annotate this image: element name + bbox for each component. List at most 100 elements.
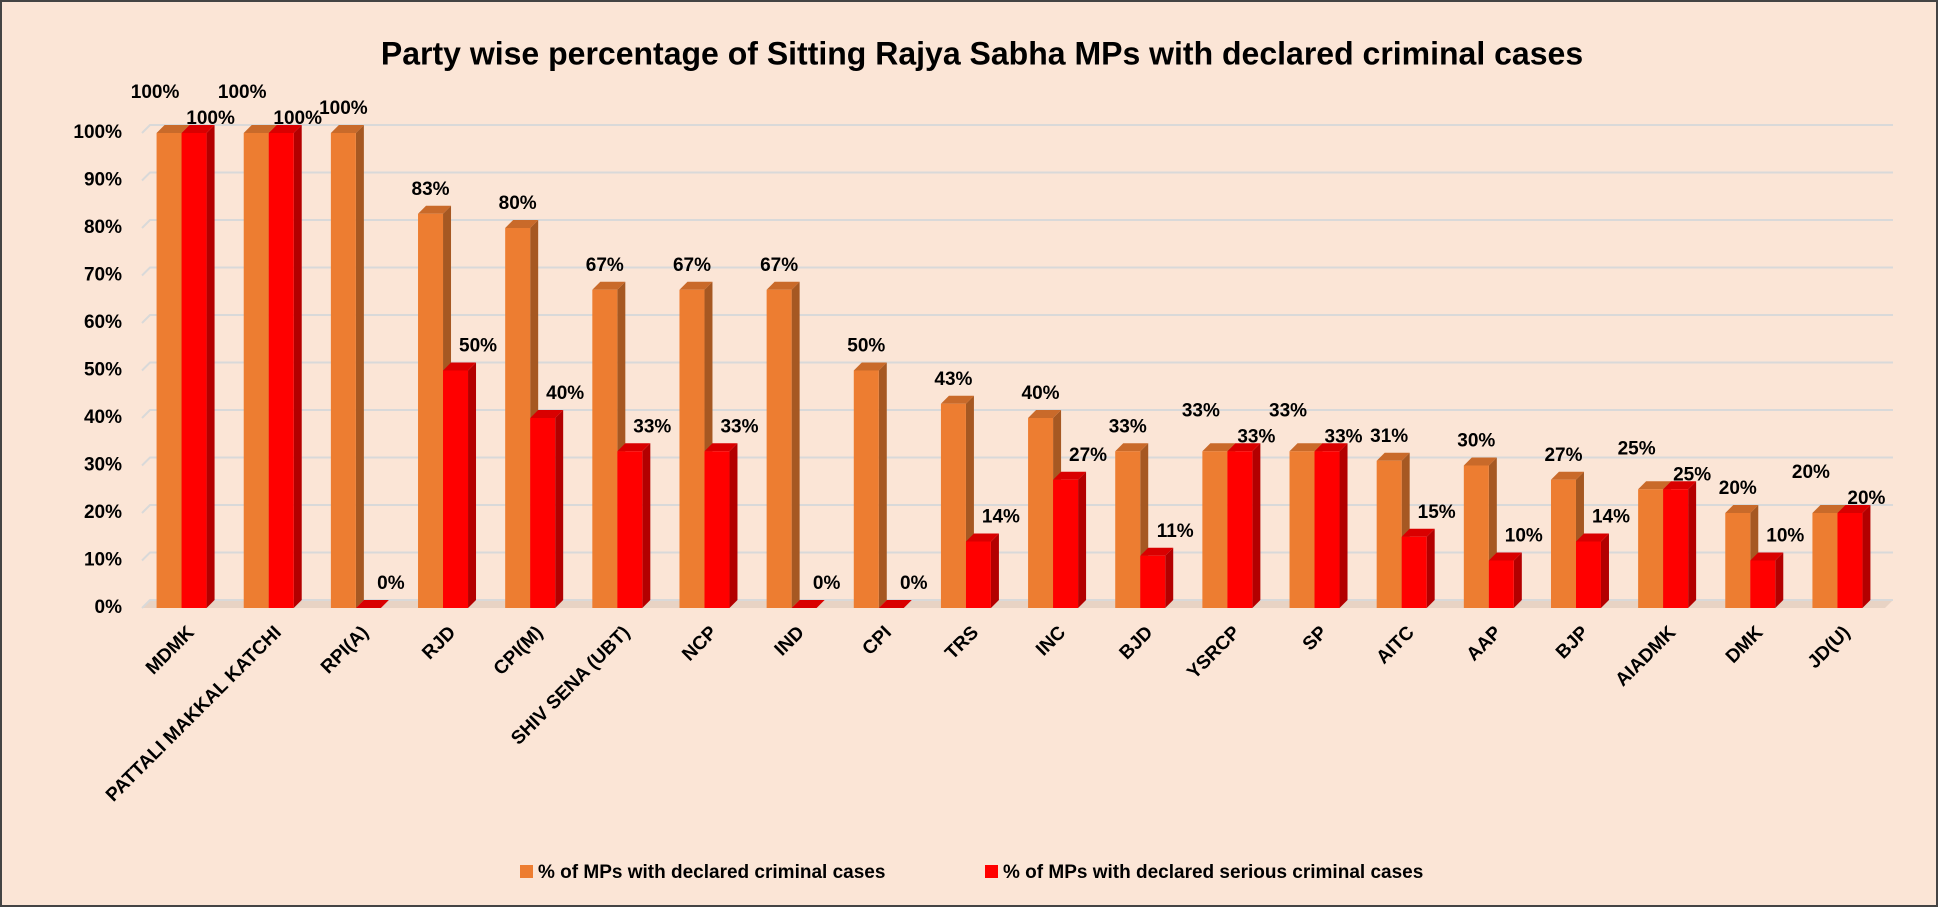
data-label: 27%	[1069, 445, 1107, 466]
bar-side	[791, 281, 800, 608]
bar-side	[1252, 443, 1261, 608]
bar-top	[1812, 505, 1846, 513]
bar-top	[1289, 443, 1323, 452]
bar-top	[1376, 452, 1410, 461]
bar	[1725, 513, 1751, 608]
grid-line	[141, 314, 1893, 324]
bar-side	[468, 362, 477, 608]
legend-swatch	[520, 865, 533, 878]
bar-top	[940, 395, 974, 404]
floor	[142, 600, 1893, 608]
data-label: 40%	[546, 383, 584, 404]
bar-side	[1862, 505, 1871, 608]
bar-top	[1028, 410, 1062, 418]
legend-swatch	[985, 865, 998, 878]
bar-side	[1513, 552, 1522, 608]
data-label: 0%	[813, 573, 841, 594]
bar	[1837, 513, 1863, 608]
data-label: 100%	[131, 82, 180, 103]
y-tick-label: 100%	[73, 122, 122, 143]
data-label: 33%	[720, 416, 758, 437]
bar-top	[1202, 443, 1236, 452]
bar	[1812, 513, 1838, 608]
bar	[1140, 555, 1166, 608]
data-label: 14%	[982, 507, 1020, 528]
data-label: 50%	[459, 336, 497, 357]
bar-side	[555, 410, 564, 608]
data-label: 10%	[1505, 526, 1543, 547]
bar	[1750, 560, 1776, 608]
bar-top	[1750, 552, 1784, 561]
bar-top	[268, 125, 302, 133]
bar-top	[1575, 533, 1609, 542]
bar-side	[1165, 547, 1174, 608]
bar-top	[878, 600, 912, 608]
bar	[1202, 451, 1228, 608]
y-tick-label: 0%	[95, 597, 123, 618]
bar	[1115, 451, 1141, 608]
y-tick-label: 90%	[84, 170, 122, 191]
bar	[965, 541, 991, 608]
bar-top	[704, 443, 738, 452]
bar	[1376, 460, 1402, 608]
bar	[156, 133, 182, 608]
data-label: 30%	[1457, 431, 1495, 452]
grid-line	[141, 361, 1893, 372]
bar	[505, 228, 531, 608]
bar-top	[1314, 443, 1348, 452]
bar-top	[1725, 505, 1759, 513]
bar-side	[729, 443, 738, 608]
data-label: 50%	[847, 336, 885, 357]
bar	[1488, 560, 1514, 608]
bar	[181, 133, 207, 608]
data-label: 100%	[186, 108, 235, 129]
data-label: 27%	[1544, 445, 1582, 466]
bar-top	[766, 281, 800, 290]
bar	[940, 403, 966, 608]
data-label: 83%	[412, 179, 450, 200]
bar-top	[791, 600, 825, 608]
bar	[530, 418, 556, 608]
data-label: 67%	[586, 255, 624, 276]
bar-side	[1775, 552, 1784, 608]
chart-title: Party wise percentage of Sitting Rajya S…	[381, 35, 1583, 71]
bar-top	[1550, 471, 1584, 480]
data-label: 0%	[900, 573, 928, 594]
grid-line	[141, 171, 1893, 182]
bar-top	[1663, 481, 1697, 490]
bar-top	[853, 362, 887, 371]
y-tick-label: 70%	[84, 265, 122, 286]
data-label: 80%	[499, 193, 537, 214]
bar	[1663, 489, 1689, 608]
bar	[1289, 451, 1315, 608]
bar	[1550, 479, 1576, 608]
bar-side	[355, 125, 364, 608]
data-label: 100%	[218, 82, 267, 103]
bar	[1227, 451, 1253, 608]
bar-top	[330, 125, 364, 133]
bar-top	[443, 362, 477, 371]
bar-top	[1115, 443, 1149, 452]
data-label: 100%	[319, 98, 368, 119]
bar	[268, 133, 294, 608]
y-tick-label: 80%	[84, 217, 122, 238]
data-label: 33%	[1109, 416, 1147, 437]
grid-line	[141, 124, 1893, 134]
bar-top	[418, 205, 452, 214]
data-label: 20%	[1847, 488, 1885, 509]
bar	[1401, 536, 1427, 608]
data-label: 20%	[1719, 478, 1757, 499]
bar-top	[1401, 528, 1435, 537]
bar	[704, 451, 730, 608]
y-tick-label: 10%	[84, 550, 122, 571]
bar-top	[965, 533, 999, 542]
data-label: 25%	[1673, 464, 1711, 485]
bar	[443, 370, 469, 608]
y-tick-label: 30%	[84, 455, 122, 476]
grid-line	[141, 266, 1893, 277]
data-label: 33%	[1182, 400, 1220, 421]
bar-side	[1078, 471, 1087, 608]
data-label: 0%	[377, 573, 405, 594]
bar-top	[1053, 471, 1087, 480]
data-label: 10%	[1766, 526, 1804, 547]
